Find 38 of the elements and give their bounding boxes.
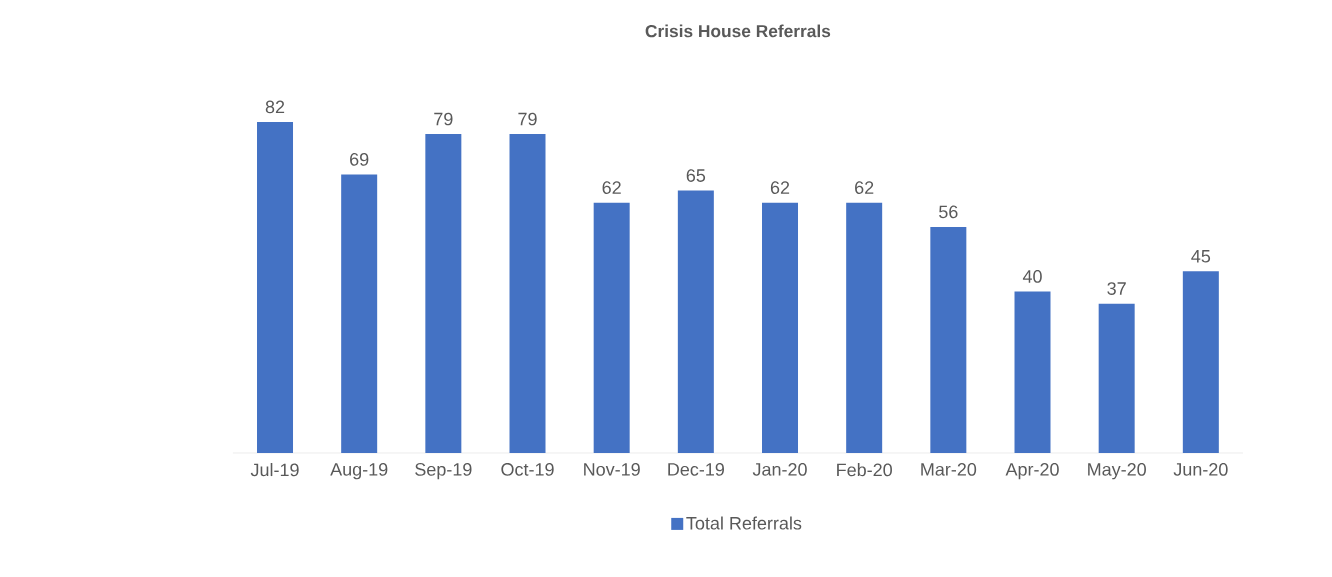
bar (677, 190, 714, 453)
x-tick-label: Oct-19 (501, 463, 554, 476)
x-tick-label: Jan-20 (752, 463, 807, 476)
x-tick-label: May-20 (1088, 463, 1146, 480)
data-label: 62 (770, 181, 790, 194)
data-label: 69 (350, 153, 369, 166)
bar (425, 134, 462, 453)
bar (257, 121, 294, 453)
x-tick-label: Mar-20 (921, 463, 977, 476)
x-tick-label: Jun-20 (1173, 463, 1228, 476)
data-label: 79 (434, 112, 453, 126)
data-label: 45 (1191, 250, 1211, 263)
x-tick-label: Apr-20 (1005, 463, 1059, 480)
bar (846, 202, 883, 453)
legend-label: Total Referrals (686, 516, 802, 530)
x-tick-label: Feb-20 (837, 463, 892, 477)
bar (1098, 303, 1135, 453)
data-label: 56 (939, 205, 958, 219)
bar (1014, 291, 1051, 453)
data-label: 40 (1022, 270, 1042, 283)
data-label: 82 (265, 100, 285, 114)
x-tick-label: Nov-19 (584, 463, 640, 476)
data-label: 37 (1107, 282, 1126, 295)
bar (593, 202, 630, 453)
chart-title: Crisis House Referrals (645, 24, 831, 38)
data-label: 65 (686, 169, 706, 182)
x-tick-label: Jul-19 (250, 463, 299, 477)
data-label: 62 (855, 181, 874, 194)
bar (509, 134, 546, 453)
data-label: 79 (518, 112, 537, 126)
x-tick-label: Aug-19 (330, 463, 388, 480)
bar (1182, 271, 1219, 453)
bar (762, 202, 799, 453)
bar (341, 174, 378, 453)
bar (930, 226, 967, 453)
x-tick-label: Sep-19 (415, 463, 472, 480)
data-label: 62 (602, 181, 621, 194)
x-tick-label: Dec-19 (668, 463, 724, 476)
